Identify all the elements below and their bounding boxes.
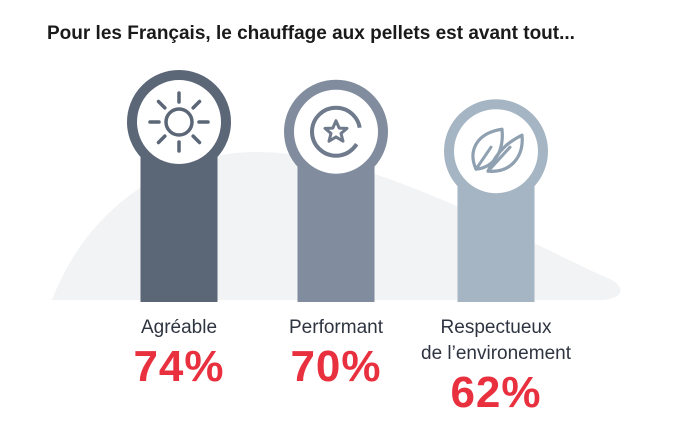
bar-cap-circle xyxy=(444,99,548,204)
value-label-2: 70% xyxy=(290,342,382,391)
category-label-2: Performant xyxy=(251,315,421,341)
bar-group-1 xyxy=(127,70,231,302)
category-label-line: Agréable xyxy=(140,317,218,338)
chart-title: Pour les Français, le chauffage aux pell… xyxy=(47,23,575,44)
category-label-line: de l’environement xyxy=(421,343,571,364)
leaves-icon xyxy=(471,127,524,173)
category-label-line: Performant xyxy=(289,317,383,338)
value-label-1: 74% xyxy=(133,342,225,391)
star-badge-icon xyxy=(310,105,364,158)
category-label-1: Agréable xyxy=(94,315,264,341)
bar-group-3 xyxy=(444,99,548,302)
value-label-3: 62% xyxy=(450,368,542,417)
bar-cap-circle xyxy=(127,70,231,174)
sun-icon xyxy=(148,91,210,153)
category-label-3: Respectueux de l’environement xyxy=(411,315,581,367)
bar-group-2 xyxy=(284,79,388,302)
bar-cap-circle xyxy=(284,79,388,184)
category-label-line: Respectueux xyxy=(440,317,552,338)
